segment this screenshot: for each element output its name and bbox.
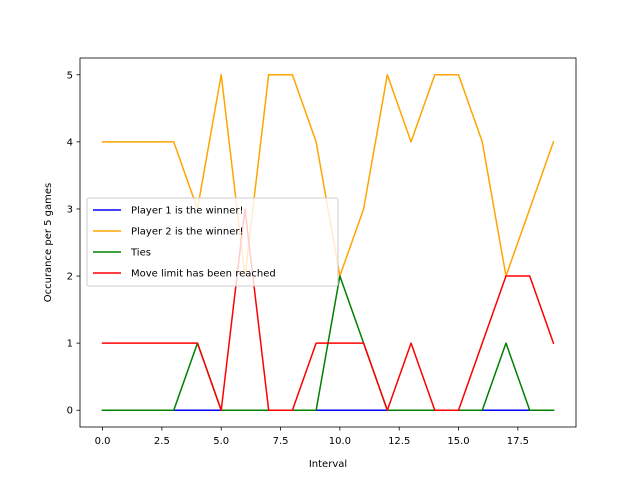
legend-label-1: Player 1 is the winner! — [131, 206, 244, 217]
x-tick-label: 0.0 — [95, 436, 111, 447]
x-tick-label: 10.0 — [329, 436, 351, 447]
legend-box — [86, 197, 339, 287]
legend-label-2: Player 2 is the winner! — [131, 227, 244, 238]
legend: Player 1 is the winner! Player 2 is the w… — [86, 197, 339, 287]
y-tick-label: 4 — [67, 137, 73, 148]
legend-label-3: Ties — [130, 248, 151, 259]
x-tick-label: 15.0 — [447, 436, 469, 447]
series-line-4 — [101, 208, 555, 411]
y-tick-label: 5 — [67, 70, 73, 81]
x-tick-label: 17.5 — [507, 436, 529, 447]
x-tick-label: 5.0 — [213, 436, 229, 447]
x-axis-label: Interval — [309, 459, 347, 470]
y-tick-label: 0 — [67, 406, 73, 417]
legend-label-4: Move limit has been reached — [131, 269, 276, 280]
x-tick-label: 2.5 — [154, 436, 170, 447]
legend-items: Player 1 is the winner! Player 2 is the w… — [93, 206, 276, 280]
x-tick-label: 12.5 — [388, 436, 410, 447]
y-axis-label: Occurance per 5 games — [43, 183, 54, 303]
y-tick-label: 3 — [67, 204, 73, 215]
y-axis-ticks: 0 1 2 3 4 5 — [67, 70, 80, 417]
x-tick-label: 7.5 — [273, 436, 289, 447]
x-axis-ticks: 0.0 2.5 5.0 7.5 10.0 12.5 15.0 17.5 — [95, 427, 529, 447]
y-tick-label: 2 — [67, 272, 73, 283]
plot-frame — [79, 57, 577, 428]
y-tick-label: 1 — [67, 339, 73, 350]
